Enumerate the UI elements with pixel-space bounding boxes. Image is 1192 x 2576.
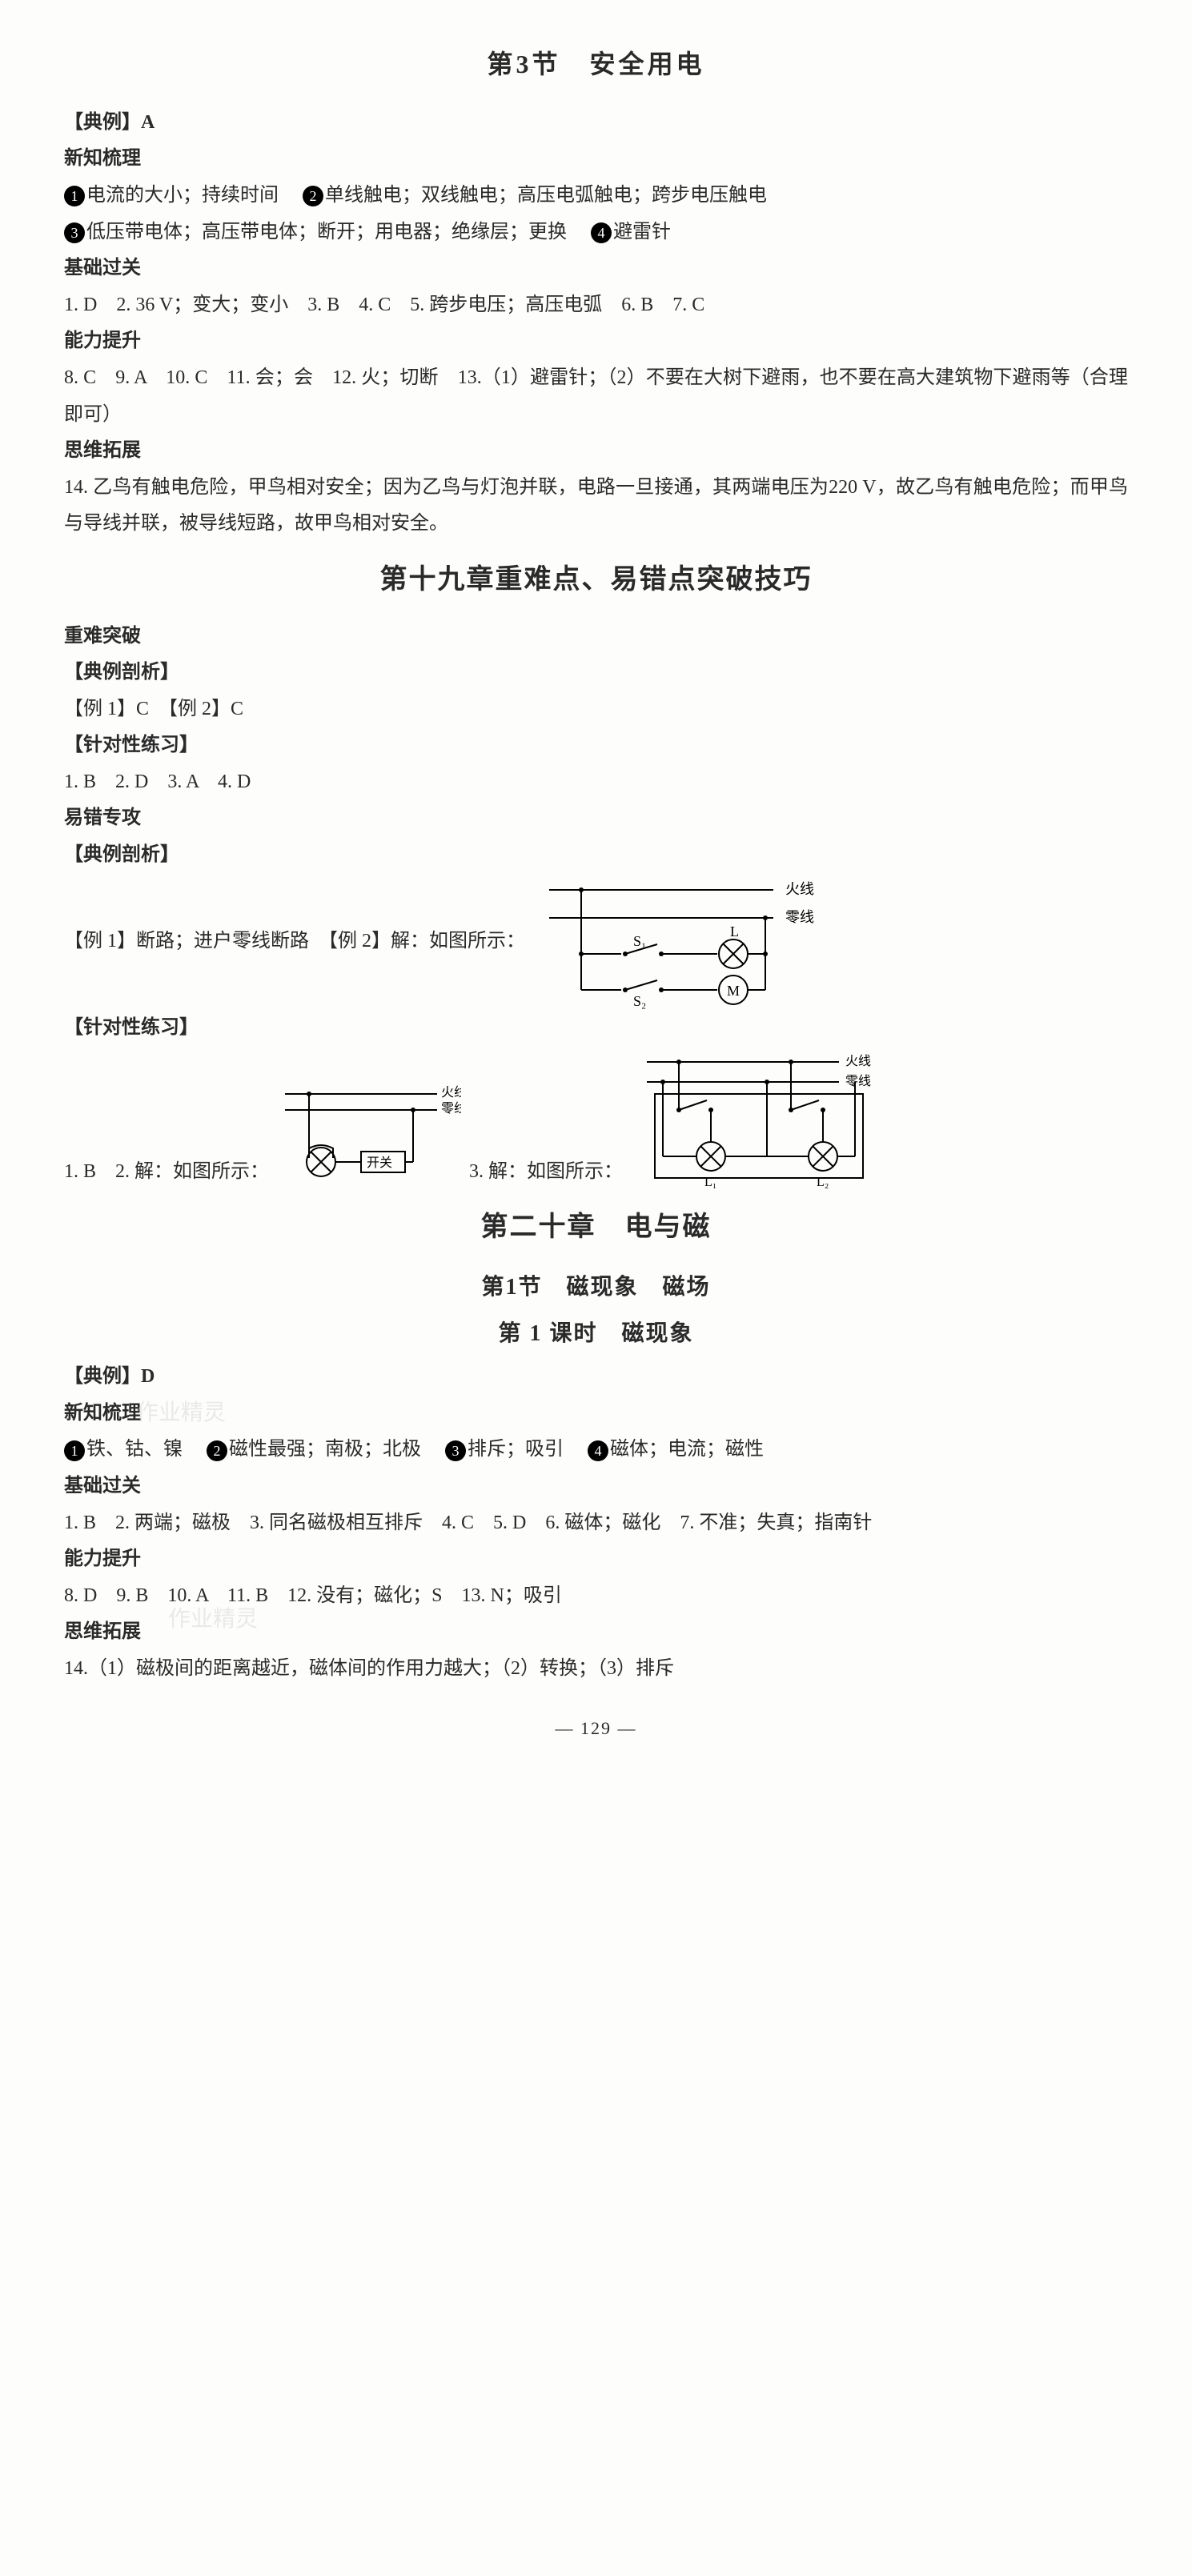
zdx2b-text: 3. 解：如图所示：	[469, 1154, 623, 1191]
chapter-20-title: 第二十章 电与磁	[64, 1202, 1128, 1254]
heading-xinzhi: 新知梳理	[64, 141, 1128, 178]
heading-zdx: 【针对性练习】	[64, 727, 1128, 764]
bullet-line-2: 3低压带电体；高压带电体；断开；用电器；绝缘层；更换 4避雷针	[64, 214, 1128, 251]
svg-text:M: M	[727, 983, 740, 999]
num-icon-1b: 1	[64, 1440, 85, 1461]
b3-text: 低压带电体；高压带电体；断开；用电器；绝缘层；更换	[86, 222, 567, 242]
li1-text: 【例 1】断路；进户零线断路 【例 2】解：如图所示：	[64, 923, 525, 960]
svg-text:L: L	[730, 923, 739, 939]
heading-nengli-20: 能力提升	[64, 1541, 1128, 1578]
num-icon-4: 4	[591, 222, 612, 243]
nengli-answers: 8. C 9. A 10. C 11. 会；会 12. 火；切断 13.（1）避…	[64, 360, 1128, 433]
num-icon-2b: 2	[207, 1440, 227, 1461]
lesson-1-title: 第 1 课时 磁现象	[64, 1312, 1128, 1355]
b4-text: 避雷针	[613, 222, 671, 242]
zdx2-row: 1. B 2. 解：如图所示： 火线 零线 开关 3. 解：如图所示： 火线 零…	[64, 1046, 1128, 1190]
c20-b1: 铁、钴、镍	[86, 1439, 183, 1460]
heading-dianli2: 【典例剖析】	[64, 837, 1128, 874]
c20-b3: 排斥；吸引	[468, 1439, 564, 1460]
c20-b2: 磁性最强；南极；北极	[229, 1439, 421, 1460]
svg-text:火线: 火线	[845, 1054, 871, 1068]
heading-siwei: 思维拓展	[64, 433, 1128, 470]
heading-zhongnan: 重难突破	[64, 619, 1128, 655]
svg-text:S₂: S₂	[633, 993, 646, 1009]
num-icon-4b: 4	[588, 1440, 608, 1461]
b2-text: 单线触电；双线触电；高压电弧触电；跨步电压触电	[325, 185, 767, 206]
heading-zdx2: 【针对性练习】	[64, 1010, 1128, 1047]
zdx2a-text: 1. B 2. 解：如图所示：	[64, 1154, 269, 1191]
nengli-answers-20: 8. D 9. B 10. A 11. B 12. 没有；磁化；S 13. N；…	[64, 1578, 1128, 1615]
heading-jichu: 基础过关	[64, 250, 1128, 287]
chapter-19-title: 第十九章重难点、易错点突破技巧	[64, 555, 1128, 607]
circuit-diagram-3: 火线 零线 L₁ L₂	[631, 1046, 871, 1190]
jichu-answers-20: 1. B 2. 两端；磁极 3. 同名磁极相互排斥 4. C 5. D 6. 磁…	[64, 1505, 1128, 1542]
bullet-line-20: 1铁、钴、镍 2磁性最强；南极；北极 3排斥；吸引 4磁体；电流；磁性	[64, 1432, 1128, 1468]
example-label: 【典例】A	[64, 105, 1128, 142]
svg-text:火线: 火线	[441, 1085, 461, 1100]
svg-text:S₁: S₁	[633, 933, 646, 949]
heading-jichu-20: 基础过关	[64, 1468, 1128, 1505]
lili-answers: 【例 1】C 【例 2】C	[64, 691, 1128, 728]
heading-yicuo: 易错专攻	[64, 800, 1128, 837]
page-number: — 129 —	[64, 1712, 1128, 1745]
siwei-answer-20: 14.（1）磁极间的距离越近，磁体间的作用力越大；（2）转换；（3）排斥	[64, 1651, 1128, 1688]
svg-text:零线: 零线	[441, 1101, 461, 1116]
section-20-1-title: 第1节 磁现象 磁场	[64, 1266, 1128, 1308]
circuit-diagram-2: 火线 零线 开关	[277, 1078, 461, 1190]
num-icon-3b: 3	[445, 1440, 466, 1461]
num-icon-2: 2	[303, 186, 323, 206]
section-3-title: 第3节 安全用电	[64, 40, 1128, 89]
svg-text:零线: 零线	[785, 909, 814, 925]
svg-text:开关: 开关	[367, 1156, 392, 1170]
num-icon-1: 1	[64, 186, 85, 206]
heading-dianli: 【典例剖析】	[64, 655, 1128, 691]
jichu-answers: 1. D 2. 36 V；变大；变小 3. B 4. C 5. 跨步电压；高压电…	[64, 287, 1128, 324]
zdx1-answers: 1. B 2. D 3. A 4. D	[64, 764, 1128, 801]
example-label-20: 【典例】D	[64, 1359, 1128, 1396]
heading-xinzhi-20: 新知梳理	[64, 1396, 1128, 1432]
num-icon-3: 3	[64, 222, 85, 243]
heading-siwei-20: 思维拓展	[64, 1614, 1128, 1651]
bullet-line-1: 1电流的大小；持续时间 2单线触电；双线触电；高压电弧触电；跨步电压触电	[64, 178, 1128, 214]
example-row-1: 【例 1】断路；进户零线断路 【例 2】解：如图所示： 火线 零线 S₁ L S…	[64, 874, 1128, 1010]
circuit-diagram-1: 火线 零线 S₁ L S₂ M	[533, 874, 821, 1010]
c20-b4: 磁体；电流；磁性	[610, 1439, 764, 1460]
heading-nengli: 能力提升	[64, 323, 1128, 360]
siwei-answer: 14. 乙鸟有触电危险，甲鸟相对安全；因为乙鸟与灯泡并联，电路一旦接通，其两端电…	[64, 470, 1128, 543]
svg-text:零线: 零线	[845, 1074, 871, 1088]
svg-text:火线: 火线	[785, 881, 814, 897]
b1-text: 电流的大小；持续时间	[86, 185, 279, 206]
